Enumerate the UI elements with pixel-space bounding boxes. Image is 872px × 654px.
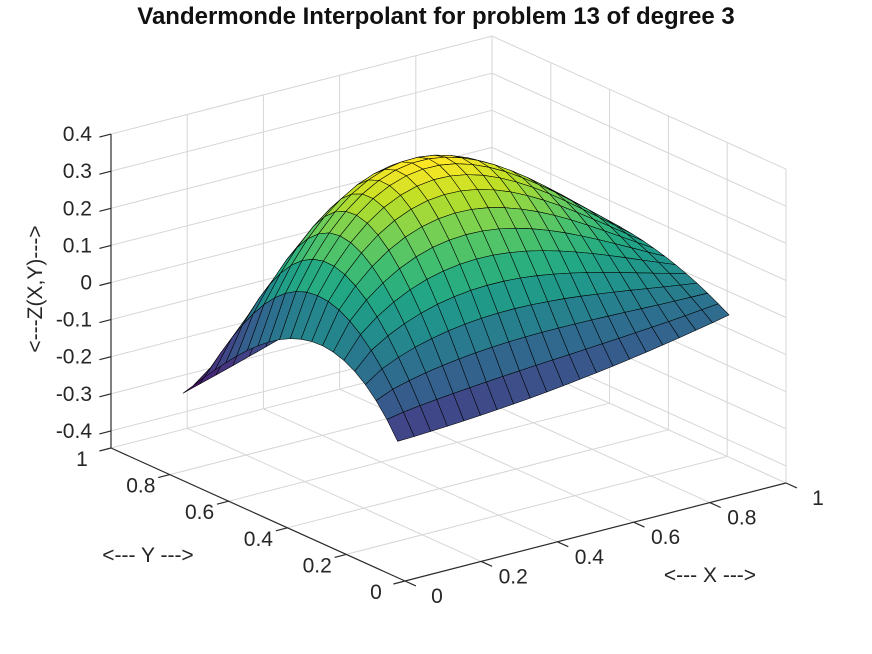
svg-text:0.2: 0.2 (63, 197, 92, 220)
chart-title: Vandermonde Interpolant for problem 13 o… (137, 3, 735, 30)
svg-text:-0.3: -0.3 (56, 383, 92, 406)
svg-text:0.8: 0.8 (727, 507, 756, 530)
svg-text:0.8: 0.8 (126, 475, 155, 498)
svg-text:0.4: 0.4 (575, 546, 605, 569)
svg-text:0.3: 0.3 (63, 160, 92, 183)
svg-text:0: 0 (80, 272, 92, 295)
svg-text:0: 0 (370, 581, 382, 604)
svg-text:0.1: 0.1 (63, 234, 92, 257)
svg-text:0.4: 0.4 (63, 123, 93, 146)
svg-text:0.2: 0.2 (303, 554, 332, 577)
svg-text:-0.4: -0.4 (56, 420, 93, 443)
z-axis-label: <---Z(X,Y)---> (24, 225, 47, 353)
svg-text:0.2: 0.2 (499, 565, 528, 588)
svg-text:-0.1: -0.1 (56, 309, 92, 332)
svg-text:0.6: 0.6 (185, 501, 214, 524)
svg-text:0.4: 0.4 (244, 528, 274, 551)
svg-text:-0.2: -0.2 (56, 346, 92, 369)
surface-mesh (182, 154, 730, 442)
svg-text:0: 0 (431, 585, 443, 608)
tick-labels: 0 0.2 0.4 0.6 0.8 1 0 0.2 0.4 0.6 0.8 1 -0.4 -0.3 -0.2… (56, 123, 824, 608)
svg-text:1: 1 (76, 448, 88, 471)
svg-text:1: 1 (812, 487, 824, 510)
x-axis-label: <--- X ---> (663, 564, 757, 587)
svg-text:0.6: 0.6 (651, 526, 680, 549)
axis-lines (99, 133, 798, 587)
y-axis-label: <--- Y ---> (102, 544, 194, 567)
